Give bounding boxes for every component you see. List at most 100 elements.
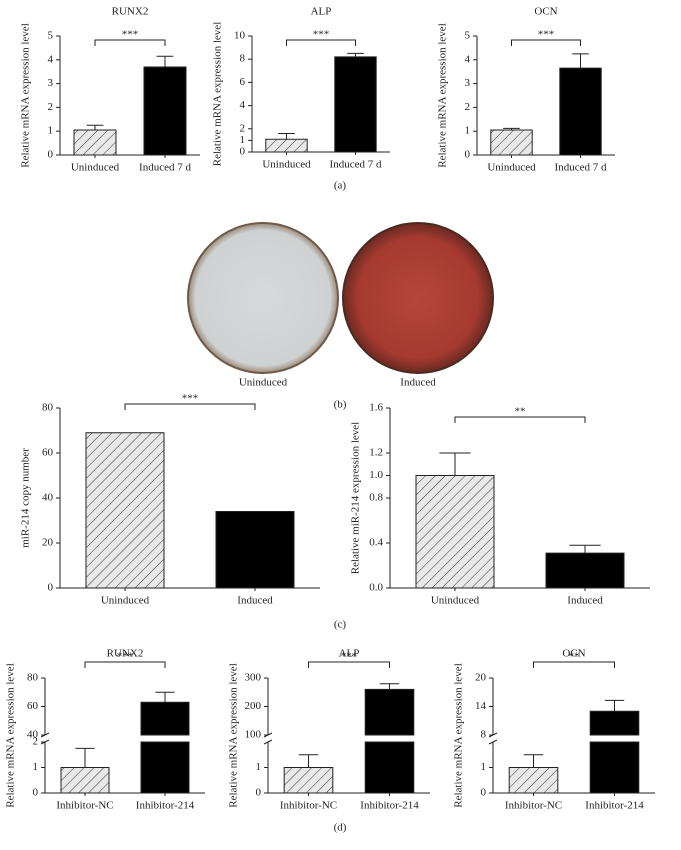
significance-bracket [511, 39, 581, 46]
y-tick-label: 10 [234, 30, 246, 42]
y-tick-label: 0 [481, 787, 487, 799]
y-tick-label: 0 [240, 146, 246, 158]
bar [283, 767, 334, 794]
y-tick-label: 20 [475, 672, 487, 684]
error-bar [298, 754, 319, 768]
y-axis-label: Relative mRNA expression level [20, 23, 32, 168]
plate [342, 222, 494, 374]
y-tick-label: 2 [240, 122, 246, 134]
bar [140, 701, 190, 794]
plate-label: Uninduced [239, 377, 288, 389]
panel-label: (b) [334, 399, 347, 411]
y-tick-label: 40 [27, 729, 39, 741]
y-tick-label: 20 [42, 537, 54, 549]
error-bar [439, 452, 471, 476]
axis-break [488, 739, 498, 745]
y-tick-label: 1 [240, 134, 246, 146]
chart-title: ALP [311, 6, 332, 18]
y-axis-label: Relative mRNA expression level [5, 663, 17, 808]
bar [143, 66, 187, 156]
y-axis-label: miR-214 copy number [20, 448, 32, 548]
chart-title: OCN [562, 648, 585, 660]
y-tick-label: 1 [465, 125, 471, 137]
x-tick-label: Uninduced [262, 159, 311, 171]
x-tick-label: Uninduced [431, 595, 480, 607]
x-tick-label: Induced 7 d [330, 159, 382, 171]
error-bar [86, 124, 104, 131]
y-tick-label: 1.2 [369, 447, 383, 459]
y-tick-label: 2 [48, 101, 54, 113]
error-bar [604, 699, 625, 712]
significance-label: *** [122, 29, 139, 41]
error-bar [156, 55, 174, 67]
significance-label: *** [117, 651, 134, 663]
bar [364, 688, 415, 794]
y-tick-label: 1 [256, 761, 262, 773]
significance-label: *** [313, 29, 330, 41]
x-tick-label: Inhibitor-214 [136, 800, 195, 812]
y-tick-label: 1 [481, 761, 487, 773]
axis-break [263, 739, 273, 745]
error-bar [347, 52, 364, 57]
chart-title: OCN [534, 6, 557, 18]
panel-label: (d) [334, 822, 347, 834]
x-tick-label: Induced [567, 595, 603, 607]
panel-label: (c) [334, 619, 347, 631]
bar [60, 767, 110, 794]
chart-title: RUNX2 [112, 6, 149, 18]
significance-label: ** [515, 406, 526, 418]
y-tick-label: 0 [33, 787, 39, 799]
error-bar [379, 683, 400, 690]
bar [545, 552, 625, 589]
x-tick-label: Uninduced [71, 162, 120, 174]
y-tick-label: 1 [33, 761, 39, 773]
significance-bracket [308, 661, 390, 668]
y-tick-label: 5 [465, 30, 471, 42]
y-tick-label: 40 [42, 492, 54, 504]
error-bar [523, 754, 544, 768]
y-tick-label: 1.0 [369, 469, 383, 481]
error-bar [75, 747, 95, 768]
x-tick-label: Inhibitor-NC [280, 800, 337, 812]
y-axis-label: Relative miR-214 expression level [350, 422, 362, 574]
error-bar [278, 132, 295, 140]
y-tick-label: 8 [240, 53, 246, 65]
y-tick-label: 200 [245, 700, 262, 712]
y-tick-label: 300 [245, 672, 262, 684]
significance-bracket [533, 661, 615, 668]
y-tick-label: 0 [465, 149, 471, 161]
x-tick-label: Induced [237, 595, 273, 607]
bar [559, 67, 602, 156]
y-tick-label: 4 [48, 53, 54, 65]
chart-title: RUNX2 [107, 648, 144, 660]
y-axis-label: Relative mRNA expression level [453, 663, 465, 808]
x-tick-label: Induced 7 d [139, 162, 191, 174]
significance-label: *** [341, 651, 358, 663]
y-axis-label: Relative mRNA expression level [437, 23, 449, 168]
x-tick-label: Induced 7 d [555, 162, 607, 174]
plate [187, 222, 339, 374]
y-axis-label: Relative mRNA expression level [212, 22, 224, 167]
y-tick-label: 3 [48, 77, 54, 89]
bar [215, 511, 295, 589]
bar [415, 475, 495, 589]
bar [490, 129, 533, 156]
error-bar [572, 53, 589, 69]
significance-label: *** [182, 393, 199, 405]
x-tick-label: Inhibitor-NC [505, 800, 562, 812]
error-bar [569, 544, 601, 554]
y-tick-label: 2 [465, 101, 471, 113]
y-tick-label: 0 [48, 149, 54, 161]
significance-bracket [286, 39, 356, 46]
y-tick-label: 60 [27, 700, 39, 712]
significance-label: ** [569, 651, 580, 663]
y-tick-label: 0.4 [369, 537, 383, 549]
y-tick-label: 0 [48, 582, 54, 594]
y-tick-label: 8 [481, 729, 487, 741]
x-tick-label: Uninduced [101, 595, 150, 607]
y-tick-label: 5 [48, 30, 54, 42]
y-tick-label: 60 [42, 447, 54, 459]
y-tick-label: 6 [240, 76, 246, 88]
y-tick-label: 0.8 [369, 492, 383, 504]
